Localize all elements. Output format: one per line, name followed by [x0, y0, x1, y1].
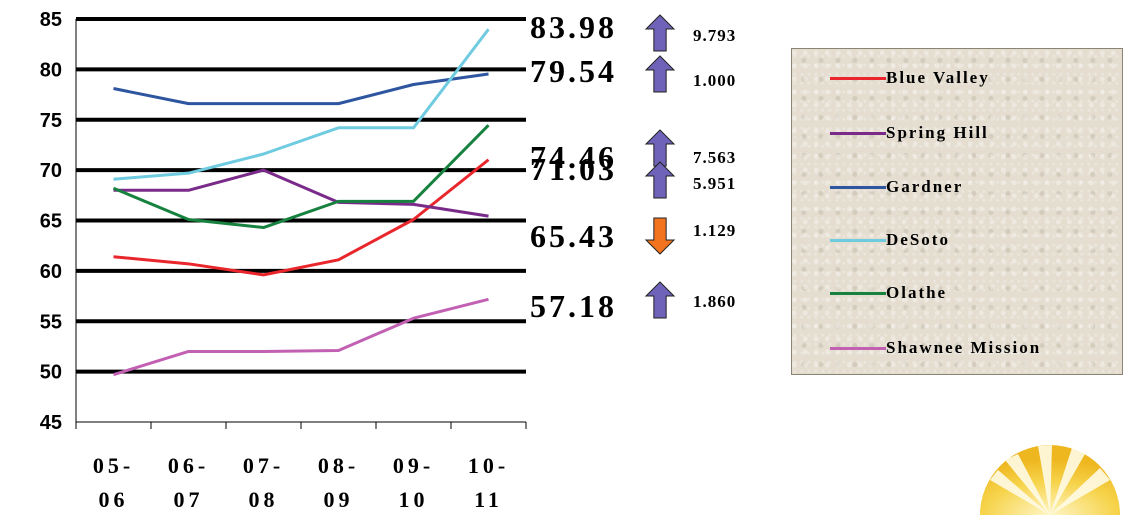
legend-swatch	[830, 131, 886, 135]
y-tick-label: 60	[40, 261, 62, 283]
x-tick-label: 08	[249, 487, 279, 512]
legend-item: Blue Valley	[830, 68, 990, 88]
x-tick-label: 09-	[393, 453, 434, 478]
legend-swatch	[830, 238, 886, 242]
series-line-gardner	[113, 72, 489, 106]
x-tick-label: 07	[174, 487, 204, 512]
y-tick-label: 70	[40, 160, 62, 182]
end-value-label: 57.18	[530, 288, 617, 324]
legend-label: Olathe	[886, 283, 948, 302]
legend-swatch	[830, 346, 886, 350]
arrow-up-icon	[644, 281, 676, 319]
axes: 45 50 55 60 65 70 75 80 85 05- 06 06- 07 07- 08 08- 09 09…	[40, 9, 527, 512]
value-annotations: 83.98 9.793 79.54 1.000 74.46 7.563 71.03 5.951…	[530, 9, 736, 324]
legend: Blue Valley Spring Hill Gardner DeSoto Olath…	[791, 48, 1123, 375]
x-tick-label: 10-	[468, 453, 509, 478]
end-value-label: 71.03	[530, 151, 617, 187]
series-line-spring-hill	[113, 168, 489, 218]
series-line-blue-valley	[113, 158, 490, 277]
arrow-up-icon	[644, 55, 676, 93]
legend-item: DeSoto	[830, 230, 950, 250]
arrow-up-icon	[644, 129, 676, 167]
y-tick-label: 45	[40, 412, 62, 434]
y-tick-label: 75	[40, 110, 62, 132]
change-value-label: 5.951	[693, 174, 736, 193]
y-tick-label: 85	[40, 9, 62, 31]
end-value-label: 83.98	[530, 9, 617, 45]
x-tick-label: 07-	[243, 453, 284, 478]
sun-logo-icon	[980, 445, 1120, 515]
change-value-label: 1.860	[693, 292, 736, 311]
x-tick-label: 06	[99, 487, 129, 512]
legend-item: Olathe	[830, 283, 947, 303]
series-line-olathe	[112, 124, 490, 230]
x-tick-label: 09	[324, 487, 354, 512]
legend-swatch	[830, 76, 886, 80]
legend-label: Gardner	[886, 177, 964, 196]
series-line-shawnee-mission	[113, 297, 489, 377]
legend-swatch	[830, 185, 886, 189]
end-value-label: 79.54	[530, 53, 617, 89]
series-lines	[112, 28, 490, 377]
y-tick-label: 80	[40, 59, 62, 81]
x-tick-label: 10	[399, 487, 429, 512]
change-value-label: 1.129	[693, 221, 736, 240]
legend-label: Shawnee Mission	[886, 338, 1042, 357]
legend-swatch	[830, 291, 886, 295]
x-tick-label: 11	[474, 487, 503, 512]
legend-label: DeSoto	[886, 230, 950, 249]
end-value-label: 65.43	[530, 218, 617, 254]
change-value-label: 7.563	[693, 148, 736, 167]
legend-item: Gardner	[830, 177, 963, 197]
y-tick-label: 55	[40, 311, 62, 333]
arrow-up-icon	[644, 161, 676, 199]
gridlines	[76, 17, 526, 374]
y-tick-label: 65	[40, 211, 62, 233]
legend-label: Blue Valley	[886, 68, 990, 87]
x-tick-label: 05-	[93, 453, 134, 478]
arrow-up-icon	[644, 14, 676, 52]
y-tick-label: 50	[40, 362, 62, 384]
arrow-down-icon	[644, 217, 676, 255]
legend-item: Shawnee Mission	[830, 338, 1041, 358]
x-tick-label: 06-	[168, 453, 209, 478]
end-value-label: 74.46	[530, 139, 617, 175]
legend-label: Spring Hill	[886, 123, 989, 142]
change-value-label: 1.000	[693, 71, 736, 90]
legend-item: Spring Hill	[830, 123, 989, 143]
x-tick-label: 08-	[318, 453, 359, 478]
change-value-label: 9.793	[693, 26, 736, 45]
series-line-desoto	[113, 28, 490, 181]
